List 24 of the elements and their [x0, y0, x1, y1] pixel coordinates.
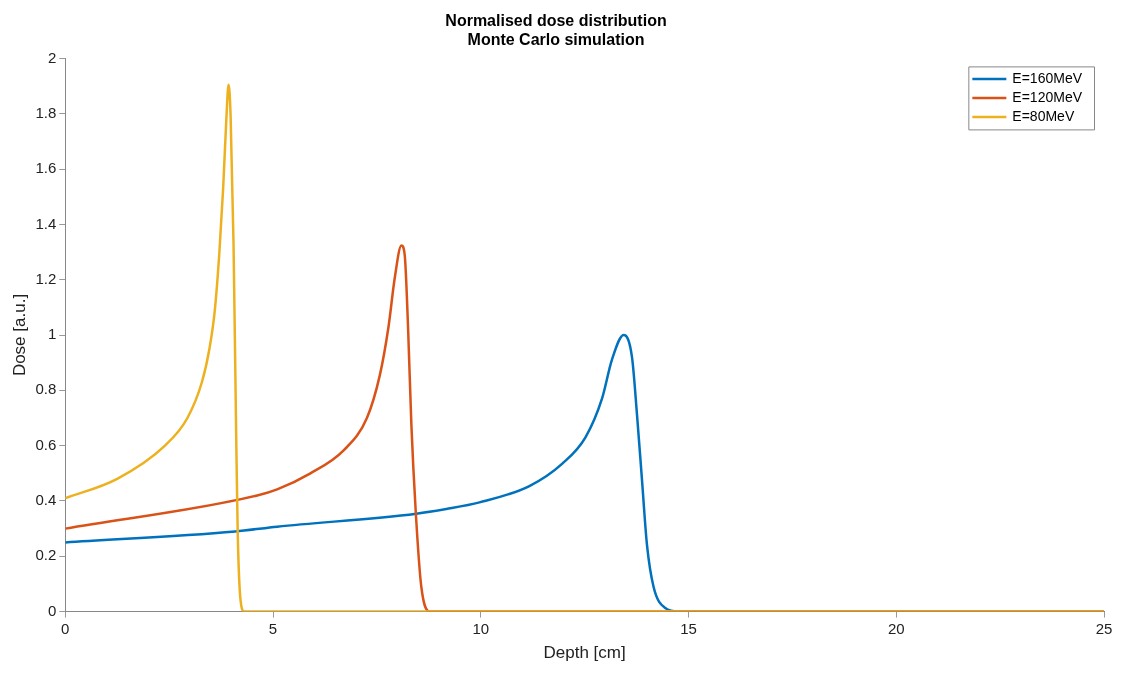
- y-tick-label: 1.2: [35, 269, 57, 287]
- y-tick-label: 0.6: [35, 435, 57, 453]
- y-tick-label: 1.8: [35, 103, 57, 121]
- y-tick-label: 1.4: [35, 214, 57, 232]
- x-tick-label: 25: [1095, 619, 1113, 637]
- x-tick-label: 10: [472, 619, 490, 637]
- chart-title: Normalised dose distribution: [445, 12, 667, 30]
- y-tick-label: 0.4: [35, 491, 57, 509]
- y-axis-title: Dose [a.u.]: [9, 293, 29, 377]
- legend-label: E=120MeV: [1012, 88, 1083, 105]
- y-tick-label: 2: [47, 48, 57, 66]
- chart-subtitle: Monte Carlo simulation: [467, 31, 645, 49]
- y-tick-label: 0.8: [35, 380, 57, 398]
- y-tick-label: 0: [47, 601, 57, 619]
- x-tick-label: 0: [61, 619, 70, 637]
- legend-label: E=80MeV: [1012, 107, 1075, 124]
- x-tick-label: 5: [268, 619, 278, 637]
- legend-label: E=160MeV: [1012, 69, 1083, 86]
- y-tick-label: 1: [47, 325, 57, 343]
- x-tick-label: 20: [887, 619, 905, 637]
- y-tick-label: 1.6: [35, 159, 57, 177]
- x-tick-label: 15: [680, 619, 697, 637]
- y-tick-label: 0.2: [35, 546, 57, 564]
- x-axis-title: Depth [cm]: [543, 643, 626, 663]
